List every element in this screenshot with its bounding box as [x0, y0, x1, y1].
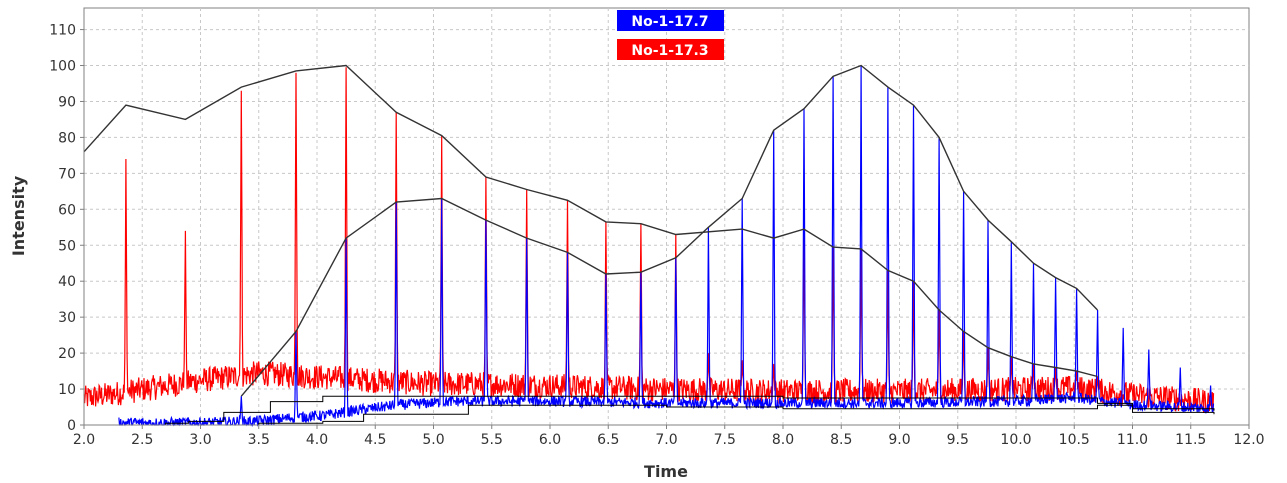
x-tick-label: 2.5	[131, 432, 153, 448]
y-tick-label: 0	[67, 418, 76, 434]
step-line-1	[118, 404, 1215, 426]
x-tick-label: 4.5	[364, 432, 386, 448]
y-tick-label: 50	[58, 238, 76, 254]
x-tick-label: 6.5	[597, 432, 619, 448]
legend-swatch-red	[617, 39, 724, 60]
x-tick-label: 6.0	[539, 432, 561, 448]
x-tick-label: 9.5	[947, 432, 969, 448]
series-layer	[83, 65, 1215, 428]
series-line-blue	[118, 65, 1215, 428]
y-tick-label: 10	[58, 382, 76, 398]
legend-swatch-blue	[617, 10, 724, 31]
x-tick-label: 3.5	[248, 432, 270, 448]
y-tick-label: 20	[58, 346, 76, 362]
x-tick-label: 7.0	[655, 432, 677, 448]
y-tick-label: 100	[49, 59, 76, 75]
series-line-red	[83, 67, 1215, 414]
legend-label-red: No-1-17.3	[631, 43, 708, 59]
x-tick-label: 10.5	[1059, 432, 1090, 448]
y-tick-label: 110	[49, 23, 76, 39]
x-tick-label: 11.5	[1175, 432, 1206, 448]
envelope-line	[83, 64, 1098, 378]
x-axis-title: Time	[644, 462, 688, 481]
y-tick-label: 40	[58, 274, 76, 290]
y-axis-ticks: 0 10 20 30 40 50 60 70 80 90 100 110	[49, 23, 84, 434]
legend-label-blue: No-1-17.7	[631, 14, 708, 30]
x-axis-ticks: 2.0 2.5 3.0 3.5 4.0 4.5 5.0 5.5 6.0 6.5 7.0 7.5 8.0 8…	[73, 425, 1265, 448]
x-tick-label: 8.5	[830, 432, 852, 448]
x-tick-label: 7.5	[714, 432, 736, 448]
y-tick-label: 80	[58, 130, 76, 146]
y-tick-label: 60	[58, 202, 76, 218]
envelope-line	[240, 64, 1099, 397]
x-tick-label: 10.0	[1000, 432, 1031, 448]
x-tick-label: 11.0	[1117, 432, 1148, 448]
x-tick-label: 3.0	[189, 432, 211, 448]
envelope-layer	[83, 64, 1099, 397]
x-tick-label: 12.0	[1233, 432, 1264, 448]
x-tick-label: 8.0	[772, 432, 794, 448]
y-tick-label: 90	[58, 94, 76, 110]
y-tick-label: 30	[58, 310, 76, 326]
x-tick-label: 2.0	[73, 432, 95, 448]
x-tick-label: 5.5	[481, 432, 503, 448]
x-tick-label: 5.0	[422, 432, 444, 448]
y-tick-label: 70	[58, 166, 76, 182]
legend: No-1-17.7 No-1-17.3	[617, 10, 724, 60]
x-tick-label: 4.0	[306, 432, 328, 448]
y-axis-title: Intensity	[9, 175, 28, 256]
x-tick-label: 9.0	[888, 432, 910, 448]
step-line-0	[118, 395, 1215, 426]
